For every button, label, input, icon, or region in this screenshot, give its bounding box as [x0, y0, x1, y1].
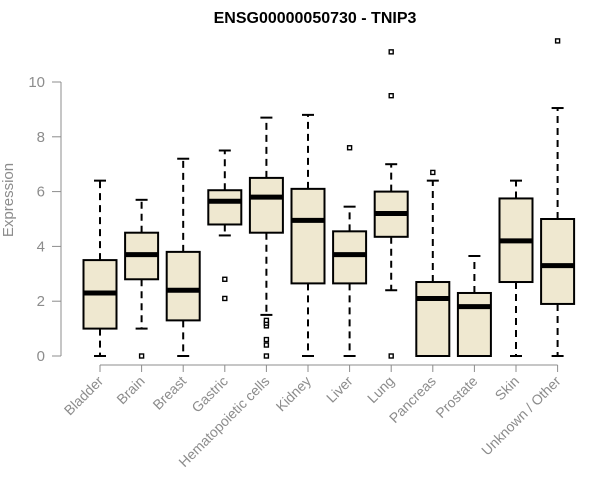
y-tick-label: 10	[28, 74, 45, 91]
box-breast	[165, 157, 201, 357]
y-tick-label: 0	[37, 348, 45, 365]
boxes-group	[82, 38, 576, 359]
box-iqr	[415, 281, 451, 357]
outlier-point	[222, 295, 228, 302]
outlier-point	[388, 49, 394, 55]
box-iqr	[332, 230, 368, 285]
outlier-point	[388, 92, 394, 99]
x-tick-label: Skin	[492, 373, 523, 404]
box-liver	[332, 145, 368, 357]
outlier-point	[222, 276, 228, 282]
y-axis-label: Expression	[0, 163, 17, 237]
outlier-point	[263, 317, 270, 324]
box-iqr	[456, 291, 492, 358]
x-tick-label: Kidney	[273, 373, 315, 415]
box-iqr	[248, 176, 284, 234]
x-tick-label: Unknown / Other	[478, 373, 564, 459]
box-lung	[373, 49, 409, 359]
x-tick-label: Breast	[149, 373, 189, 413]
outlier-point	[430, 169, 436, 176]
outlier-point	[388, 353, 394, 359]
box-bladder	[82, 179, 118, 357]
y-tick-label: 2	[37, 293, 45, 310]
box-iqr	[540, 218, 576, 305]
chart-title: ENSG00000050730 - TNIP3	[214, 10, 417, 27]
y-tick-label: 4	[37, 238, 45, 255]
box-prostate	[456, 254, 492, 358]
y-tick-label: 8	[37, 129, 45, 146]
x-tick-label: Liver	[323, 373, 356, 406]
box-hematopoietic-cells	[248, 116, 284, 359]
x-tick-label: Lung	[364, 373, 397, 406]
x-tick-label: Brain	[113, 373, 147, 407]
outlier-point	[263, 336, 270, 343]
x-tick-label: Prostate	[432, 373, 480, 421]
box-skin	[498, 179, 534, 357]
box-brain	[124, 198, 160, 359]
box-iqr	[207, 189, 243, 226]
box-pancreas	[415, 169, 451, 357]
x-tick-label: Bladder	[61, 373, 107, 419]
box-unknown-other	[540, 38, 576, 357]
outlier-point	[138, 353, 145, 359]
box-iqr	[290, 187, 326, 285]
y-axis: 0 2 4 6 8 10	[28, 74, 62, 365]
outlier-point	[263, 353, 270, 359]
box-gastric	[207, 149, 243, 302]
outlier-point	[346, 145, 353, 151]
box-kidney	[290, 113, 326, 357]
y-tick-label: 6	[37, 184, 45, 201]
outlier-point	[263, 342, 270, 348]
outlier-point	[554, 38, 561, 44]
box-iqr	[165, 250, 201, 322]
